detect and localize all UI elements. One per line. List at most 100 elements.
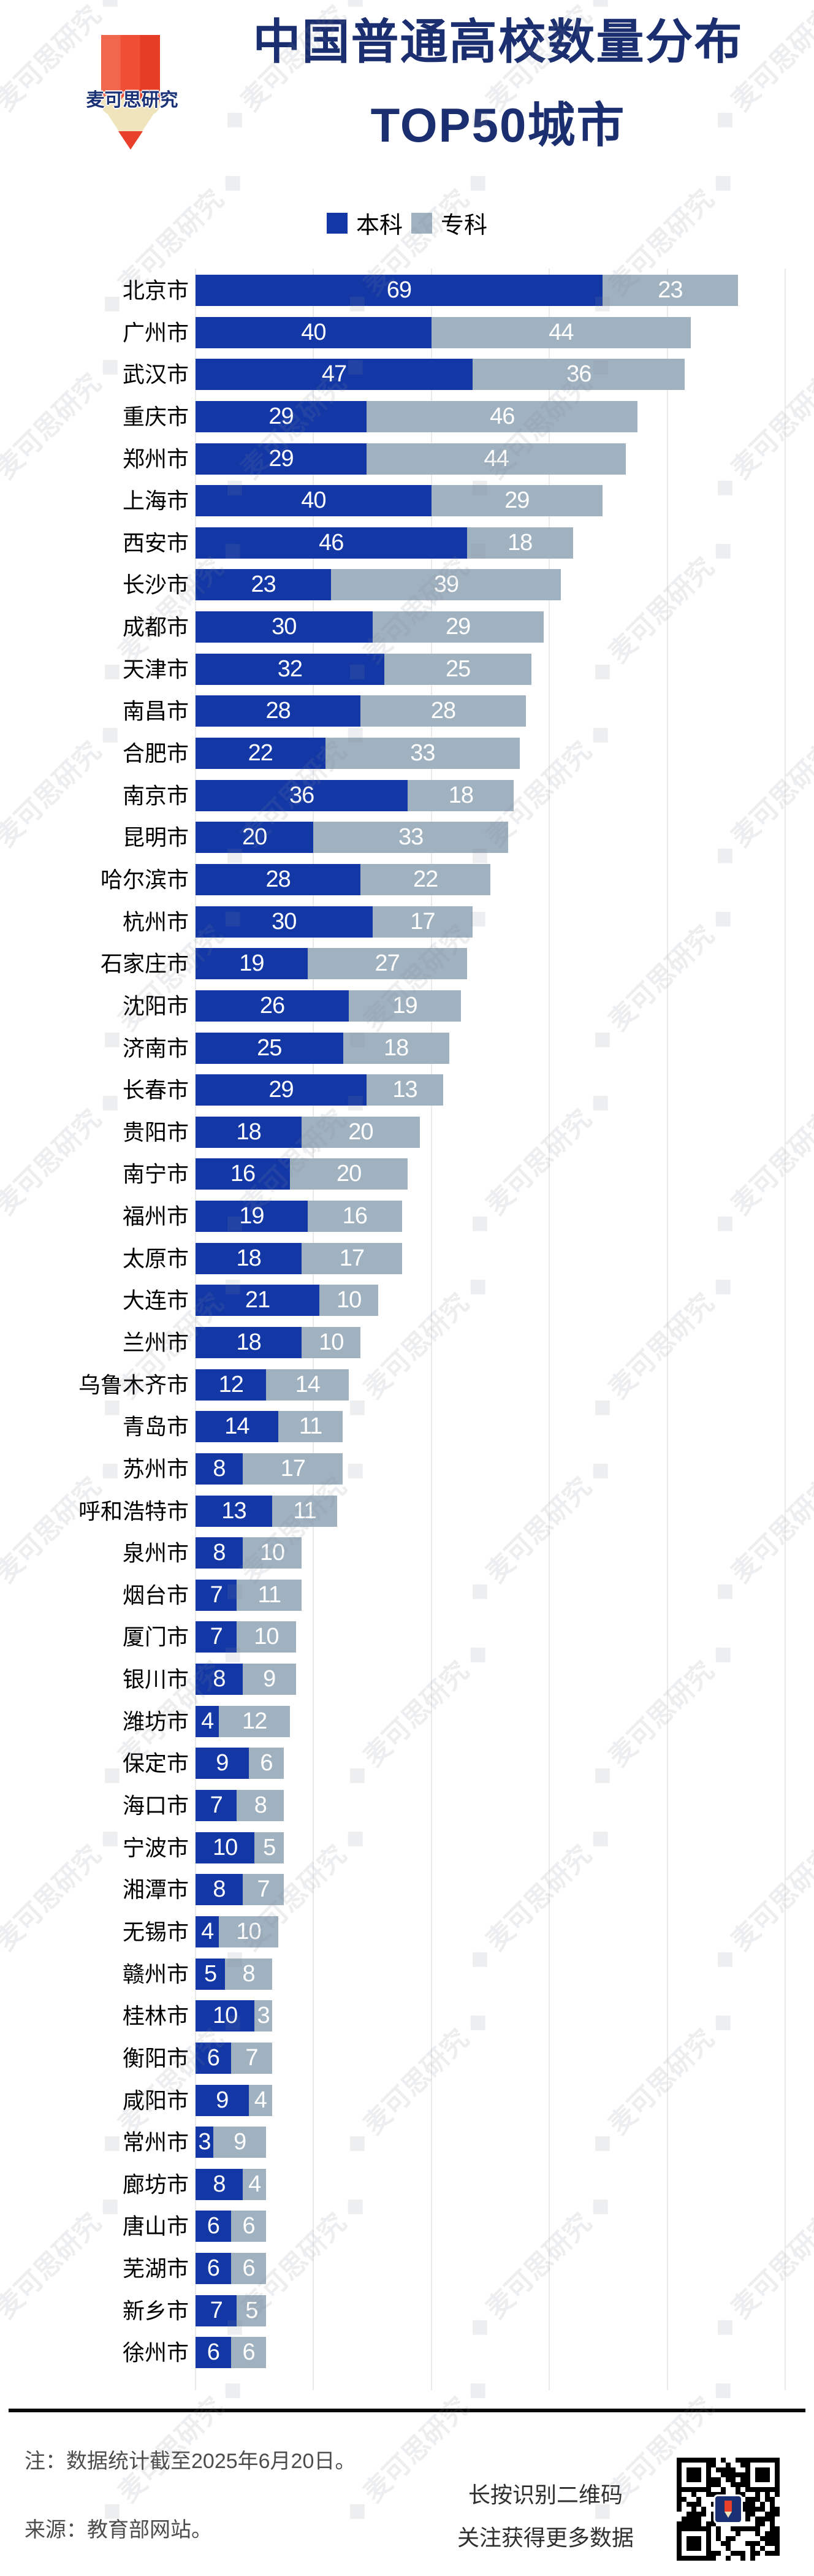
undergraduate-bar-segment: 7 [196,1579,237,1611]
category-label: 潍坊市 [122,1708,189,1734]
undergraduate-value-label: 4 [201,1708,214,1734]
chart-row: 烟台市 7 11 [0,1579,814,1611]
vocational-value-label: 11 [257,1581,281,1608]
undergraduate-value-label: 40 [301,487,326,514]
vocational-value-label: 20 [348,1118,373,1145]
undergraduate-bar-segment: 40 [196,316,432,348]
category-label: 烟台市 [122,1582,189,1608]
undergraduate-value-label: 18 [236,1118,261,1145]
undergraduate-value-label: 9 [216,2087,229,2113]
undergraduate-bar-segment: 3 [196,2127,213,2158]
category-label: 石家庄市 [100,951,189,977]
vocational-bar-segment: 7 [242,1874,284,1906]
undergraduate-bar-segment: 8 [196,1874,243,1906]
undergraduate-bar-segment: 7 [196,2295,237,2326]
chart-row: 福州市 19 16 [0,1201,814,1233]
vocational-value-label: 4 [248,2171,261,2197]
undergraduate-value-label: 4 [201,1918,214,1944]
vocational-value-label: 23 [658,277,683,303]
undergraduate-value-label: 20 [242,824,267,850]
undergraduate-bar-segment: 5 [196,1958,226,1990]
vocational-bar-segment: 46 [366,400,638,432]
vocational-value-label: 8 [242,1960,256,1987]
category-label: 武汉市 [122,362,189,388]
undergraduate-value-label: 9 [216,1750,229,1776]
vocational-bar-segment: 4 [242,2168,267,2200]
undergraduate-bar-segment: 7 [196,1790,237,1822]
undergraduate-value-label: 8 [213,1876,226,1903]
chart-row: 郑州市 29 44 [0,443,814,475]
category-label: 厦门市 [122,1624,189,1650]
chart-row: 重庆市 29 46 [0,400,814,432]
undergraduate-value-label: 7 [210,2297,223,2323]
vocational-bar-segment: 33 [325,738,520,770]
undergraduate-bar-segment: 19 [196,1201,308,1233]
undergraduate-value-label: 12 [218,1371,244,1397]
chart-row: 银川市 8 9 [0,1664,814,1695]
chart-row: 桂林市 10 3 [0,2000,814,2032]
vocational-value-label: 46 [490,403,515,429]
category-label: 咸阳市 [122,2087,189,2113]
chart-row: 天津市 32 25 [0,653,814,685]
vocational-value-label: 19 [392,992,417,1019]
vocational-bar-segment: 29 [372,611,544,643]
undergraduate-bar-segment: 19 [196,948,308,980]
undergraduate-value-label: 46 [319,529,344,556]
chart-row: 兰州市 18 10 [0,1327,814,1358]
undergraduate-bar-segment: 69 [196,275,603,306]
undergraduate-bar-segment: 6 [196,2337,231,2369]
chart-row: 呼和浩特市 13 11 [0,1495,814,1527]
undergraduate-bar-segment: 8 [196,1453,243,1485]
undergraduate-value-label: 10 [212,1834,238,1860]
vocational-value-label: 33 [410,740,435,766]
undergraduate-value-label: 6 [207,2044,220,2071]
vocational-value-label: 29 [504,487,530,514]
vocational-value-label: 11 [293,1497,316,1524]
category-label: 上海市 [122,488,189,514]
chart-row: 乌鲁木齐市 12 14 [0,1369,814,1401]
vocational-bar-segment: 10 [319,1285,379,1317]
undergraduate-value-label: 25 [257,1034,282,1061]
vocational-value-label: 27 [375,950,400,977]
undergraduate-bar-segment: 36 [196,779,408,811]
undergraduate-bar-segment: 40 [196,485,432,517]
vocational-bar-segment: 8 [225,1958,273,1990]
undergraduate-bar-segment: 6 [196,2042,231,2074]
category-label: 成都市 [122,614,189,640]
category-label: 兰州市 [122,1330,189,1355]
undergraduate-value-label: 29 [268,445,294,472]
undergraduate-value-label: 13 [221,1497,246,1524]
chart-row: 咸阳市 9 4 [0,2084,814,2116]
vocational-bar-segment: 10 [302,1327,361,1358]
chart-row: 宁波市 10 5 [0,1832,814,1863]
undergraduate-value-label: 8 [213,1540,226,1566]
category-label: 赣州市 [122,1961,189,1987]
vocational-value-label: 11 [299,1413,322,1440]
vocational-bar-segment: 12 [219,1705,290,1737]
vocational-bar-segment: 18 [408,779,514,811]
chart-row: 无锡市 4 10 [0,1916,814,1947]
vocational-bar-segment: 17 [302,1242,402,1274]
vocational-bar-segment: 22 [360,863,490,895]
vocational-bar-segment: 8 [237,1790,284,1822]
category-label: 天津市 [122,656,189,682]
vocational-value-label: 25 [445,655,471,682]
undergraduate-bar-segment: 28 [196,863,361,895]
undergraduate-value-label: 7 [210,1792,223,1819]
undergraduate-bar-segment: 25 [196,1032,343,1064]
chart-row: 海口市 7 8 [0,1790,814,1822]
chart-row: 泉州市 8 10 [0,1537,814,1569]
chart-row: 南宁市 16 20 [0,1158,814,1190]
undergraduate-bar-segment: 10 [196,2000,255,2032]
vocational-bar-segment: 13 [366,1074,444,1106]
chart-row: 徐州市 6 6 [0,2337,814,2369]
vocational-value-label: 7 [245,2044,258,2071]
chart-row: 合肥市 22 33 [0,738,814,770]
chart-row: 衡阳市 6 7 [0,2042,814,2074]
category-label: 南宁市 [122,1161,189,1187]
vocational-value-label: 8 [254,1792,267,1819]
legend-label-undergraduate: 本科 [356,213,403,239]
chart-row: 南昌市 28 28 [0,695,814,727]
category-label: 哈尔滨市 [100,866,189,892]
undergraduate-bar-segment: 18 [196,1242,302,1274]
